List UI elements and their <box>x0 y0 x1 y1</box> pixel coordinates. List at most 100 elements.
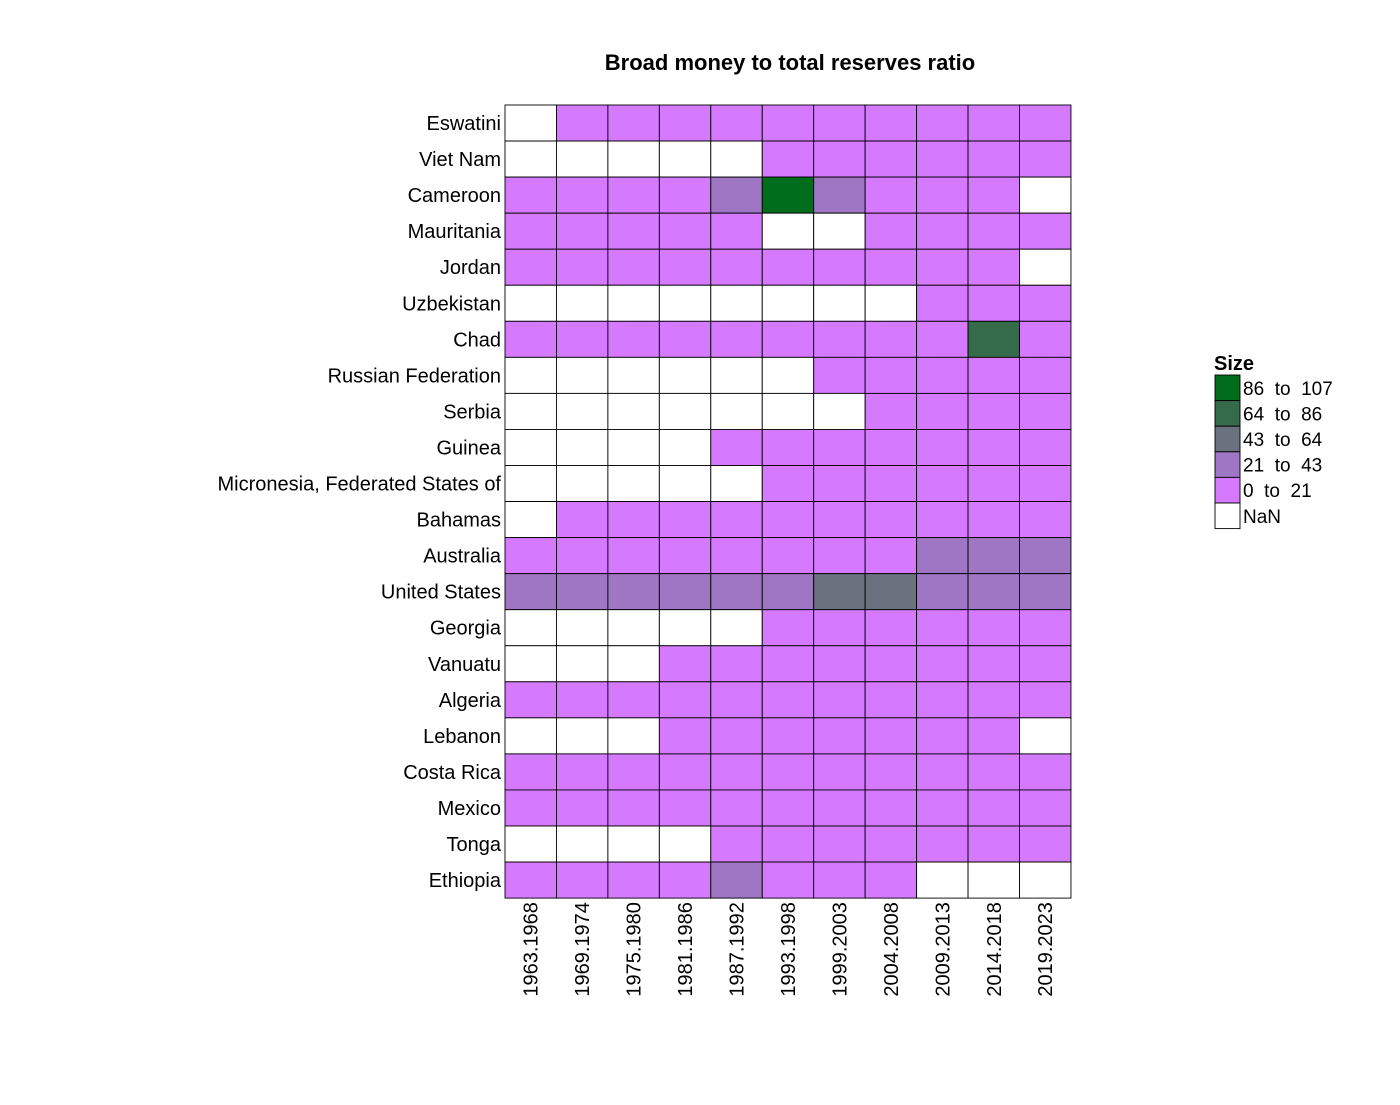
heatmap-cell-australia-2019-2023 <box>1019 537 1072 575</box>
heatmap-cell-vanuatu-1987-1992 <box>710 645 763 683</box>
heatmap-cell-cameroon-2014-2018 <box>967 176 1020 214</box>
row-label-ethiopia: Ethiopia <box>429 870 502 892</box>
heatmap-cell-mauritania-2014-2018 <box>967 212 1020 250</box>
heatmap-cell-ethiopia-1981-1986 <box>658 861 712 899</box>
heatmap-cell-ethiopia-2009-2013 <box>916 861 969 899</box>
heatmap-cell-guinea-1993-1998 <box>761 429 815 466</box>
heatmap-cell-cameroon-1969-1974 <box>556 176 609 214</box>
heatmap-cell-vanuatu-2009-2013 <box>916 645 969 683</box>
heatmap-cell-united-states-1981-1986 <box>658 573 712 611</box>
heatmap-cell-serbia-2014-2018 <box>967 392 1020 430</box>
heatmap-cell-australia-1999-2003 <box>813 537 866 575</box>
row-label-guinea: Guinea <box>437 437 502 459</box>
heatmap-cell-chad-1975-1980 <box>607 320 660 358</box>
legend-label-21-to-43: 21 to 43 <box>1243 456 1322 477</box>
heatmap-cell-australia-1975-1980 <box>607 537 660 575</box>
heatmap-cell-mexico-1987-1992 <box>710 789 763 827</box>
legend-swatch-nan <box>1214 502 1241 530</box>
heatmap-cell-lebanon-2004-2008 <box>864 717 918 755</box>
heatmap-cell-viet-nam-1969-1974 <box>556 140 609 178</box>
heatmap-cell-mauritania-2004-2008 <box>864 212 918 250</box>
heatmap-cell-vanuatu-1969-1974 <box>556 645 609 683</box>
heatmap-cell-vanuatu-2004-2008 <box>864 645 918 683</box>
heatmap-cell-algeria-1963-1968 <box>504 681 557 719</box>
heatmap-cell-tonga-1975-1980 <box>607 825 660 863</box>
heatmap-cell-russian-federation-1987-1992 <box>710 356 763 394</box>
heatmap-cell-united-states-2009-2013 <box>916 573 969 611</box>
heatmap-cell-mexico-1975-1980 <box>607 789 660 827</box>
heatmap-cell-cameroon-1975-1980 <box>607 176 660 214</box>
heatmap-cell-mauritania-2019-2023 <box>1019 212 1072 250</box>
row-label-bahamas: Bahamas <box>417 510 502 532</box>
heatmap-cell-uzbekistan-1987-1992 <box>710 284 763 322</box>
heatmap-cell-georgia-1975-1980 <box>607 609 660 647</box>
heatmap-cell-tonga-2019-2023 <box>1019 825 1072 863</box>
heatmap-cell-algeria-2009-2013 <box>916 681 969 719</box>
heatmap-cell-cameroon-1963-1968 <box>504 176 557 214</box>
heatmap-cell-vanuatu-1981-1986 <box>658 645 712 683</box>
heatmap-cell-jordan-1975-1980 <box>607 248 660 286</box>
heatmap-cell-lebanon-1999-2003 <box>813 717 866 755</box>
heatmap-cell-bahamas-1969-1974 <box>556 501 609 539</box>
column-label-1981-1986: 1981.1986 <box>675 902 697 997</box>
heatmap-cell-uzbekistan-1993-1998 <box>761 284 815 322</box>
row-label-viet-nam: Viet Nam <box>419 149 501 171</box>
heatmap-cell-jordan-1999-2003 <box>813 248 866 286</box>
heatmap-cell-australia-2014-2018 <box>967 537 1020 575</box>
row-label-serbia: Serbia <box>443 401 502 423</box>
heatmap-cell-australia-2009-2013 <box>916 537 969 575</box>
heatmap-cell-ethiopia-1993-1998 <box>761 861 815 899</box>
column-label-2019-2023: 2019.2023 <box>1035 902 1057 997</box>
column-label-1963-1968: 1963.1968 <box>521 902 543 997</box>
legend: Size 86 to 107 64 to 86 43 to 64 21 to 43 0 … <box>1214 353 1333 530</box>
heatmap-cell-cameroon-2009-2013 <box>916 176 969 214</box>
heatmap-cell-eswatini-1999-2003 <box>813 104 866 142</box>
heatmap-cell-tonga-2009-2013 <box>916 825 969 863</box>
heatmap-cell-united-states-2019-2023 <box>1019 573 1072 611</box>
heatmap-cell-lebanon-2009-2013 <box>916 717 969 755</box>
heatmap-cell-serbia-2009-2013 <box>916 392 969 430</box>
legend-label-86-to-107: 86 to 107 <box>1243 379 1333 400</box>
heatmap-cell-lebanon-1969-1974 <box>556 717 609 755</box>
heatmap-cell-cameroon-1981-1986 <box>658 176 712 214</box>
heatmap-cell-chad-1993-1998 <box>761 320 815 358</box>
column-label-2004-2008: 2004.2008 <box>881 902 903 997</box>
heatmap-cell-united-states-1969-1974 <box>556 573 609 611</box>
heatmap-cell-eswatini-1993-1998 <box>761 104 815 142</box>
legend-swatch-21-to-43 <box>1214 451 1241 478</box>
column-label-1993-1998: 1993.1998 <box>778 902 800 997</box>
heatmap-cell-mauritania-1981-1986 <box>658 212 712 250</box>
heatmap-cell-georgia-1987-1992 <box>710 609 763 647</box>
heatmap-cell-eswatini-1981-1986 <box>658 104 712 142</box>
heatmap-cell-vanuatu-2019-2023 <box>1019 645 1072 683</box>
heatmap-cell-micronesia-federated-states-of-1999-2003 <box>813 465 866 502</box>
heatmap-cell-mauritania-1987-1992 <box>710 212 763 250</box>
heatmap-cell-serbia-1993-1998 <box>761 392 815 430</box>
heatmap-cell-georgia-2019-2023 <box>1019 609 1072 647</box>
column-label-1999-2003: 1999.2003 <box>829 902 851 997</box>
heatmap-cell-chad-2009-2013 <box>916 320 969 358</box>
heatmap-cell-chad-2014-2018 <box>967 320 1020 358</box>
heatmap-cell-russian-federation-1969-1974 <box>556 356 609 394</box>
heatmap-cell-costa-rica-1975-1980 <box>607 753 660 791</box>
heatmap-cell-mexico-1981-1986 <box>658 789 712 827</box>
heatmap-cell-russian-federation-2014-2018 <box>967 356 1020 394</box>
column-labels: 1963.1968 1969.1974 1975.1980 1981.1986 1987… <box>521 902 1058 997</box>
legend-label-nan: NaN <box>1243 507 1281 528</box>
heatmap-cell-costa-rica-1981-1986 <box>658 753 712 791</box>
heatmap-cell-chad-1981-1986 <box>658 320 712 358</box>
legend-swatch-43-to-64 <box>1214 425 1241 453</box>
heatmap-cell-viet-nam-1993-1998 <box>761 140 815 178</box>
heatmap-cell-mexico-1999-2003 <box>813 789 866 827</box>
row-label-costa-rica: Costa Rica <box>403 762 502 784</box>
row-label-jordan: Jordan <box>440 257 501 279</box>
heatmap-cell-costa-rica-1993-1998 <box>761 753 815 791</box>
heatmap-cell-mauritania-2009-2013 <box>916 212 969 250</box>
heatmap-cell-jordan-2004-2008 <box>864 248 918 286</box>
legend-swatch-0-to-21 <box>1214 476 1241 504</box>
heatmap-cell-australia-1993-1998 <box>761 537 815 575</box>
column-label-2014-2018: 2014.2018 <box>984 902 1006 997</box>
heatmap-cell-cameroon-2004-2008 <box>864 176 918 214</box>
row-label-eswatini: Eswatini <box>427 113 501 135</box>
heatmap-cell-ethiopia-2014-2018 <box>967 861 1020 899</box>
